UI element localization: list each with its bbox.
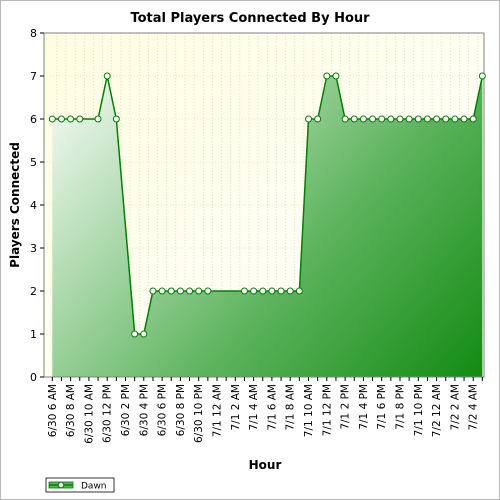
- y-tick-label: 0: [30, 371, 37, 384]
- x-tick-label: 7/1 6 AM: [266, 384, 278, 431]
- data-point: [323, 72, 331, 80]
- x-tick-label: 6/30 10 AM: [83, 384, 95, 444]
- data-point: [204, 287, 212, 295]
- data-point: [378, 115, 386, 123]
- x-tick-label: 7/1 8 AM: [285, 384, 297, 431]
- x-tick-label: 7/1 2 AM: [230, 384, 242, 431]
- data-point: [57, 115, 65, 123]
- data-point: [478, 72, 486, 80]
- data-point: [350, 115, 358, 123]
- data-point: [314, 115, 322, 123]
- x-tick-label: 6/30 10 PM: [193, 384, 205, 443]
- x-tick-label: 6/30 6 PM: [157, 384, 169, 436]
- y-tick-label: 5: [30, 156, 37, 169]
- y-axis-label: Players Connected: [8, 142, 22, 268]
- y-axis: 0 1 2 3 4 5 6 7 8: [30, 27, 44, 384]
- y-tick-label: 2: [30, 285, 37, 298]
- x-tick-label: 7/1 4 AM: [248, 384, 260, 431]
- data-point: [469, 115, 477, 123]
- data-point: [48, 115, 56, 123]
- x-tick-label: 7/2 2 AM: [449, 384, 461, 431]
- data-point: [387, 115, 395, 123]
- data-point: [195, 287, 203, 295]
- y-tick-label: 3: [30, 242, 37, 255]
- x-tick-label: 7/1 10 PM: [413, 384, 425, 436]
- data-point: [268, 287, 276, 295]
- data-point: [414, 115, 422, 123]
- x-tick-label: 7/2 12 AM: [431, 384, 443, 437]
- data-point: [259, 287, 267, 295]
- y-tick-label: 7: [30, 70, 37, 83]
- x-tick-label: 6/30 6 AM: [47, 384, 59, 437]
- data-point: [332, 72, 340, 80]
- data-point: [167, 287, 175, 295]
- data-point: [295, 287, 303, 295]
- chart-title: Total Players Connected By Hour: [130, 11, 370, 26]
- data-point: [94, 115, 102, 123]
- data-point: [396, 115, 404, 123]
- data-point: [176, 287, 184, 295]
- data-point: [76, 115, 84, 123]
- data-point: [359, 115, 367, 123]
- data-point: [186, 287, 194, 295]
- x-tick-label: 6/30 8 AM: [65, 384, 77, 437]
- data-point: [433, 115, 441, 123]
- data-point: [423, 115, 431, 123]
- data-point: [103, 72, 111, 80]
- x-tick-label: 6/30 12 PM: [102, 384, 114, 443]
- data-point: [131, 330, 139, 338]
- data-point: [277, 287, 285, 295]
- x-tick-label: 7/1 10 AM: [303, 384, 315, 437]
- legend-marker: [57, 481, 65, 489]
- data-point: [158, 287, 166, 295]
- x-axis-label: Hour: [249, 458, 282, 472]
- x-tick-label: 6/30 8 PM: [175, 384, 187, 436]
- x-tick-label: 7/1 12 AM: [212, 384, 224, 437]
- data-point: [405, 115, 413, 123]
- legend: Dawn: [45, 477, 115, 493]
- data-point: [149, 287, 157, 295]
- data-point: [240, 287, 248, 295]
- data-point: [451, 115, 459, 123]
- data-point: [286, 287, 294, 295]
- x-tick-label: 6/30 4 PM: [138, 384, 150, 436]
- series-points-dawn: [48, 72, 486, 338]
- data-point: [442, 115, 450, 123]
- data-point: [67, 115, 75, 123]
- data-point: [250, 287, 258, 295]
- data-point: [341, 115, 349, 123]
- x-tick-label: 7/1 2 PM: [340, 384, 352, 430]
- legend-box: [45, 477, 115, 493]
- data-point: [112, 115, 120, 123]
- x-tick-label: 7/1 4 PM: [358, 384, 370, 430]
- x-tick-label: 7/1 8 PM: [395, 384, 407, 430]
- x-tick-label: 7/2 4 AM: [468, 384, 480, 431]
- x-axis: 6/30 6 AM 6/30 8 AM 6/30 10 AM 6/30 12 PM 6/…: [47, 377, 483, 444]
- x-tick-label: 6/30 2 PM: [120, 384, 132, 436]
- x-tick-label: 7/1 6 PM: [376, 384, 388, 430]
- y-tick-label: 8: [30, 27, 37, 40]
- data-point: [305, 115, 312, 123]
- data-point: [460, 115, 468, 123]
- y-tick-label: 6: [30, 113, 37, 126]
- x-tick-label: 7/1 12 PM: [321, 384, 333, 436]
- data-point: [369, 115, 377, 123]
- legend-label-dawn: Dawn: [81, 482, 107, 492]
- y-tick-label: 1: [30, 328, 37, 341]
- y-tick-label: 4: [30, 199, 37, 212]
- data-point: [140, 330, 148, 338]
- series-area-dawn: [52, 76, 483, 377]
